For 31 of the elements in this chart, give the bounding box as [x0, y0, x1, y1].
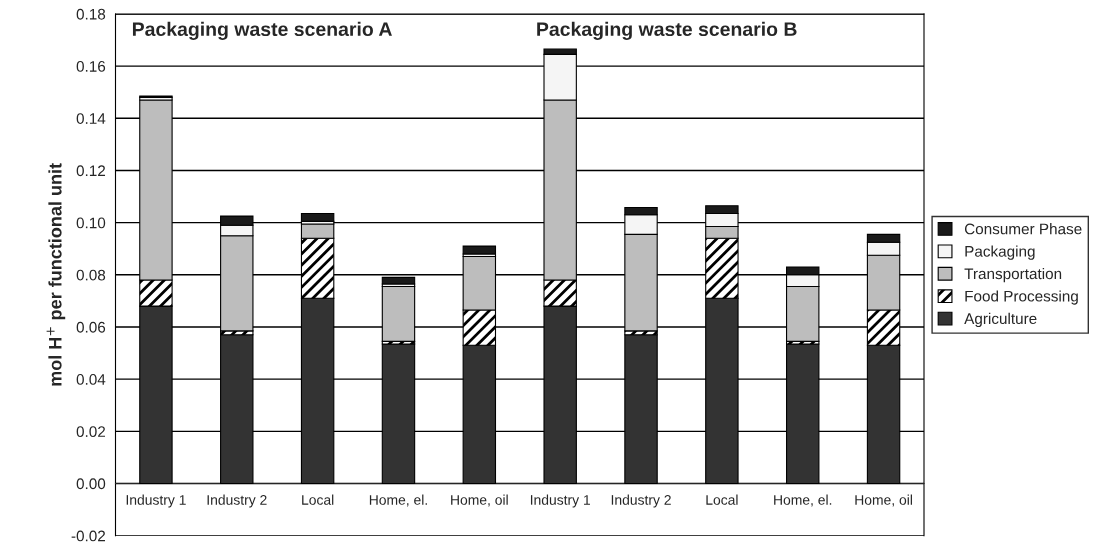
y-tick-label: 0.02	[76, 426, 106, 438]
y-tick-label: 0.18	[76, 8, 106, 20]
x-tick-label: Industry 2	[611, 494, 671, 508]
bar	[300, 212, 335, 222]
x-tick-label: Industry 1	[530, 494, 590, 508]
x-tick-label: Home, el.	[369, 494, 427, 507]
x-tick-label: Home, el.	[774, 494, 832, 507]
legend-label: Transportation	[964, 267, 1062, 283]
legend-label: Packaging	[965, 245, 1035, 260]
x-tick-label: Industry 1	[126, 494, 186, 508]
x-tick-label: Home, oil	[451, 494, 508, 507]
y-tick-label: 0.10	[76, 217, 106, 229]
x-tick-label: Local	[706, 494, 738, 505]
y-tick-label: 0.04	[76, 374, 106, 385]
y-axis-title: mol H$^{+}$ per functional unit	[46, 163, 66, 386]
annotation: Packaging waste scenario A	[132, 21, 392, 40]
y-tick-label: 0.16	[76, 60, 106, 72]
x-tick-label: Home, oil	[855, 494, 912, 507]
legend-label: Agriculture	[964, 312, 1037, 328]
legend-label: Food Processing	[965, 290, 1078, 305]
x-tick-label: Local	[302, 494, 334, 505]
bar	[462, 245, 497, 255]
y-tick-label: 0.00	[76, 478, 106, 490]
legend-label: Consumer Phase	[964, 223, 1082, 235]
y-tick-label: 0.14	[76, 113, 106, 124]
annotation: Packaging waste scenario B	[537, 21, 797, 40]
x-tick-label: Industry 2	[207, 494, 267, 508]
y-tick-label: 0.12	[76, 165, 106, 177]
y-tick-label: -0.02	[71, 530, 106, 542]
y-tick-label: 0.06	[76, 321, 106, 333]
y-tick-label: 0.08	[76, 269, 106, 281]
